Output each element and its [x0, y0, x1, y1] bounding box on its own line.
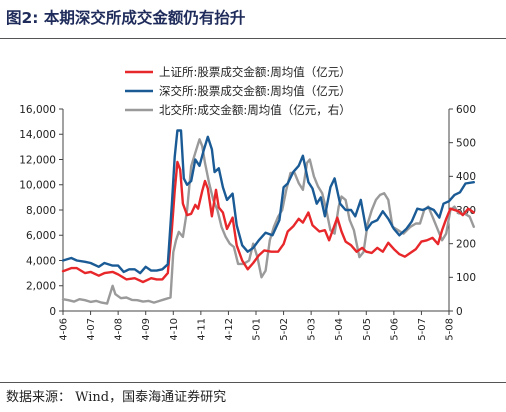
y-right-tick-label: 600 — [456, 104, 476, 116]
y-left-tick-label: 2,000 — [26, 281, 56, 293]
y-left-tick-label: 16,000 — [19, 104, 56, 116]
x-tick-label: 2024-06 — [59, 318, 70, 340]
legend-label-1: 上证所:股票成交金额:周均值（亿元） — [159, 65, 351, 79]
y-right-tick-label: 400 — [456, 171, 476, 183]
x-tick-label: 2024-08 — [114, 318, 125, 340]
x-tick-label: 2025-03 — [307, 318, 318, 340]
bottom-rule — [0, 382, 506, 383]
y-left-tick-label: 6,000 — [26, 230, 56, 242]
figure-title: 图2: 本期深交所成交金额仍有抬升 — [6, 9, 246, 27]
x-tick-label: 2024-09 — [141, 318, 152, 340]
chart-series — [61, 129, 475, 305]
legend-label-2: 深交所:股票成交金额:周均值（亿元） — [159, 84, 351, 98]
x-tick-label: 2025-06 — [389, 318, 400, 340]
y-left-tick-label: 0 — [49, 306, 56, 318]
y-right-tick-label: 100 — [456, 272, 476, 284]
x-tick-label: 2025-02 — [279, 318, 290, 340]
x-tick-label: 2024-07 — [86, 318, 97, 340]
source-note: 数据来源： Wind，国泰海通证券研究 — [6, 390, 227, 405]
chart-axes: 0 2,000 4,000 6,000 8,000 10,000 12,000 14,000 1… — [19, 104, 476, 340]
x-tick-label: 2025-04 — [334, 318, 345, 340]
legend-label-3: 北交所:成交金额:周均值（亿元，右） — [159, 103, 351, 117]
y-right-tick-label: 500 — [456, 137, 476, 149]
y-left-tick-label: 4,000 — [26, 255, 56, 267]
y-left-tick-label: 12,000 — [19, 154, 56, 166]
chart-legend: 上证所:股票成交金额:周均值（亿元） 深交所:股票成交金额:周均值（亿元） 北交所:… — [125, 65, 351, 117]
y-left-tick-label: 14,000 — [19, 129, 56, 141]
y-left-tick-label: 10,000 — [19, 180, 56, 192]
y-right-tick-label: 0 — [456, 306, 463, 318]
x-tick-label: 2024-12 — [224, 318, 235, 340]
x-tick-label: 2024-10 — [169, 318, 180, 340]
x-tick-label: 2025-07 — [417, 318, 428, 340]
y-right-tick-label: 200 — [456, 238, 476, 250]
x-tick-label: 2025-08 — [445, 318, 456, 340]
x-tick-label: 2024-11 — [196, 318, 207, 340]
x-tick-label: 2025-01 — [252, 318, 263, 340]
x-tick-label: 2025-05 — [362, 318, 373, 340]
series-line-2 — [61, 129, 475, 275]
line-chart: 0 2,000 4,000 6,000 8,000 10,000 12,000 14,000 1… — [19, 65, 476, 340]
top-rule — [0, 38, 506, 39]
y-left-tick-label: 8,000 — [26, 205, 56, 217]
series-line-1 — [61, 160, 475, 284]
